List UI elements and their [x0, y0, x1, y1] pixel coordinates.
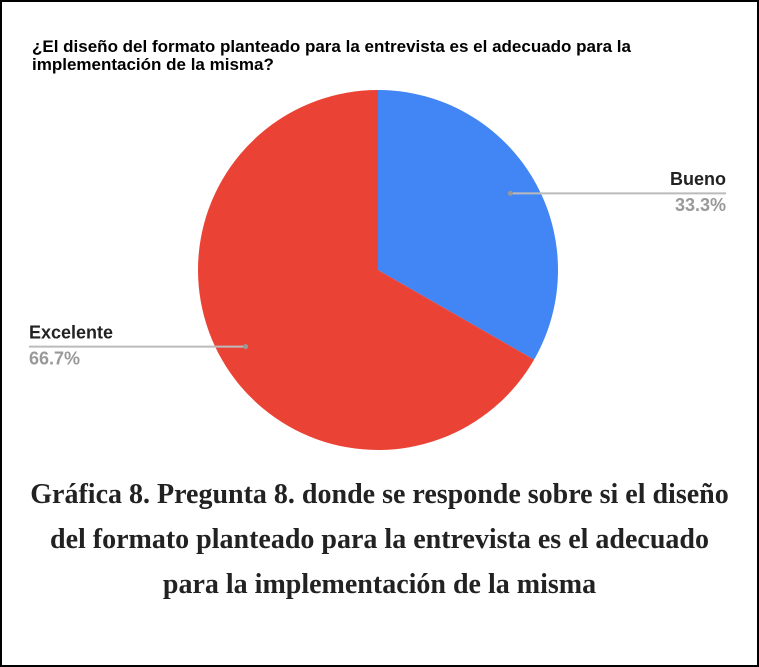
legend-label: Excelente [29, 322, 113, 342]
legend-label: Bueno [670, 169, 726, 189]
chart-title: ¿El diseño del formato planteado para la… [32, 37, 631, 74]
value-label: 66.7% [29, 348, 80, 368]
leader-dot [243, 344, 249, 350]
pie-slice [198, 90, 535, 450]
leader-dot [507, 190, 513, 196]
caption: Gráfica 8. Pregunta 8. donde se responde… [30, 479, 729, 600]
chart: Bueno 33.3% Excelente 66.7% [29, 90, 726, 450]
pie-slice [378, 90, 558, 360]
value-label: 33.3% [675, 195, 726, 215]
